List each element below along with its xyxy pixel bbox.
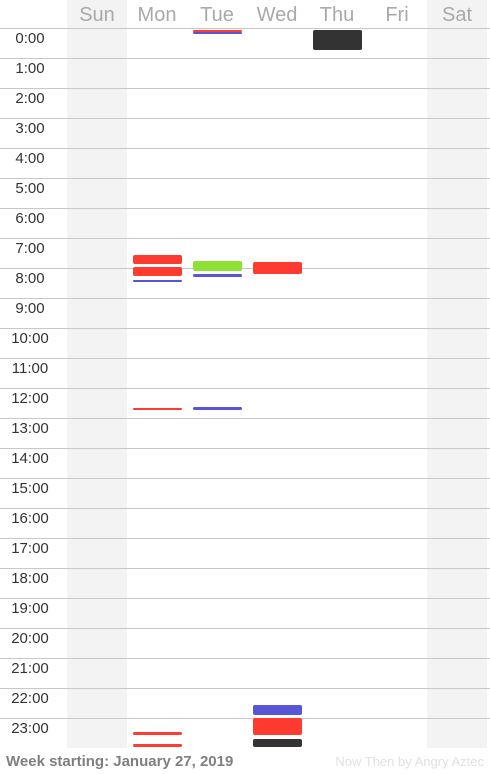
hour-gridline	[0, 238, 490, 239]
day-label-sun: Sun	[79, 4, 115, 26]
hour-gridline	[0, 508, 490, 509]
hour-label: 20:00	[11, 630, 49, 647]
hour-gridline	[0, 148, 490, 149]
event-block[interactable]	[193, 29, 242, 32]
hour-gridline	[0, 118, 490, 119]
hour-label: 6:00	[15, 210, 45, 227]
hour-gridline	[0, 568, 490, 569]
event-block[interactable]	[253, 262, 302, 274]
weekday-header: Sun Mon Tue Wed Thu Fri Sat	[0, 0, 490, 28]
hour-label: 18:00	[11, 570, 49, 587]
hour-gridline	[0, 538, 490, 539]
hour-label: 12:00	[11, 390, 49, 407]
hour-label: 19:00	[11, 600, 49, 617]
hour-label: 16:00	[11, 510, 49, 527]
day-label-sat: Sat	[441, 4, 473, 26]
day-label-wed: Wed	[256, 4, 298, 26]
hour-label: 8:00	[15, 270, 45, 287]
hour-label: 7:00	[15, 240, 45, 257]
event-block[interactable]	[253, 739, 302, 748]
hour-gridline	[0, 208, 490, 209]
week-starting-label: Week starting: January 27, 2019	[6, 753, 234, 770]
hour-gridline	[0, 88, 490, 89]
hour-gridline	[0, 418, 490, 419]
day-label-tue: Tue	[200, 4, 234, 26]
hour-gridline	[0, 478, 490, 479]
event-block[interactable]	[133, 743, 182, 747]
hour-label: 22:00	[11, 690, 49, 707]
hour-gridline	[0, 688, 490, 689]
weekend-column-sun	[67, 0, 127, 748]
event-block[interactable]	[253, 704, 302, 715]
hour-gridline	[0, 268, 490, 269]
hour-gridline	[0, 628, 490, 629]
hour-label: 0:00	[15, 30, 45, 47]
hour-gridline	[0, 328, 490, 329]
event-block[interactable]	[193, 31, 242, 34]
hour-gridline	[0, 298, 490, 299]
hour-label: 23:00	[11, 720, 49, 737]
event-block[interactable]	[253, 718, 302, 735]
hour-label: 14:00	[11, 450, 49, 467]
hour-gridline	[0, 448, 490, 449]
hour-gridline	[0, 598, 490, 599]
event-block[interactable]	[313, 29, 362, 50]
hour-label: 3:00	[15, 120, 45, 137]
event-block[interactable]	[193, 274, 242, 277]
hour-label: 15:00	[11, 480, 49, 497]
hour-gridline	[0, 658, 490, 659]
event-block[interactable]	[193, 406, 242, 410]
footer-bar: Week starting: January 27, 2019 Now Then…	[0, 748, 490, 774]
event-block[interactable]	[133, 280, 182, 283]
hour-gridline	[0, 388, 490, 389]
event-block[interactable]	[133, 408, 182, 411]
day-label-mon: Mon	[137, 4, 177, 26]
event-block[interactable]	[193, 260, 242, 271]
event-block[interactable]	[133, 731, 182, 735]
weekend-column-sat	[427, 0, 487, 748]
hour-label: 5:00	[15, 180, 45, 197]
hour-label: 21:00	[11, 660, 49, 677]
hour-gridline	[0, 358, 490, 359]
hour-label: 2:00	[15, 90, 45, 107]
day-label-thu: Thu	[319, 4, 355, 26]
hour-label: 17:00	[11, 540, 49, 557]
day-label-fri: Fri	[385, 4, 409, 26]
hour-gridline	[0, 718, 490, 719]
app-credit: Now Then by Angry Aztec	[335, 754, 484, 769]
hour-gridline	[0, 58, 490, 59]
hour-label: 9:00	[15, 300, 45, 317]
hour-gridline	[0, 28, 490, 29]
hour-label: 4:00	[15, 150, 45, 167]
hour-gridline	[0, 178, 490, 179]
hour-label: 13:00	[11, 420, 49, 437]
hour-label: 1:00	[15, 60, 45, 77]
hour-label: 10:00	[11, 330, 49, 347]
event-block[interactable]	[133, 266, 182, 276]
hour-label: 11:00	[11, 360, 49, 377]
event-block[interactable]	[133, 254, 182, 264]
